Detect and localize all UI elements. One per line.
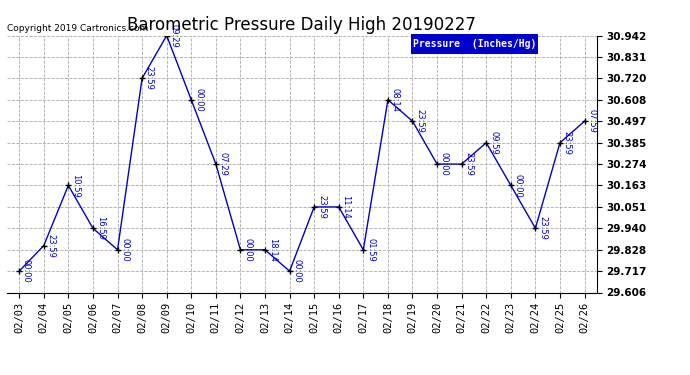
Text: 10:59: 10:59: [71, 174, 80, 197]
Text: 23:59: 23:59: [145, 66, 154, 90]
Text: 09:29: 09:29: [170, 24, 179, 48]
Text: 00:00: 00:00: [243, 238, 253, 262]
Text: 00:00: 00:00: [194, 88, 203, 112]
Text: 09:59: 09:59: [489, 131, 498, 154]
Text: 01:59: 01:59: [366, 238, 375, 262]
Text: 11:14: 11:14: [342, 195, 351, 219]
Text: Copyright 2019 Cartronics.com: Copyright 2019 Cartronics.com: [7, 24, 148, 33]
Title: Barometric Pressure Daily High 20190227: Barometric Pressure Daily High 20190227: [128, 16, 476, 34]
Text: 18:14: 18:14: [268, 238, 277, 262]
Text: 16:59: 16:59: [96, 216, 105, 240]
Text: 23:59: 23:59: [563, 131, 572, 154]
Text: 23:59: 23:59: [317, 195, 326, 219]
Text: 23:59: 23:59: [538, 216, 547, 240]
Text: 00:00: 00:00: [22, 259, 31, 283]
Text: 00:00: 00:00: [120, 238, 129, 262]
Text: 23:59: 23:59: [464, 152, 473, 176]
Text: 07:29: 07:29: [219, 152, 228, 176]
Text: 07:59: 07:59: [587, 109, 596, 133]
Text: 00:00: 00:00: [513, 174, 522, 197]
Text: 23:59: 23:59: [415, 109, 424, 133]
Text: 23:59: 23:59: [46, 234, 56, 258]
Text: 00:00: 00:00: [440, 152, 449, 176]
Text: 00:00: 00:00: [293, 259, 302, 283]
Text: 08:14: 08:14: [391, 88, 400, 112]
